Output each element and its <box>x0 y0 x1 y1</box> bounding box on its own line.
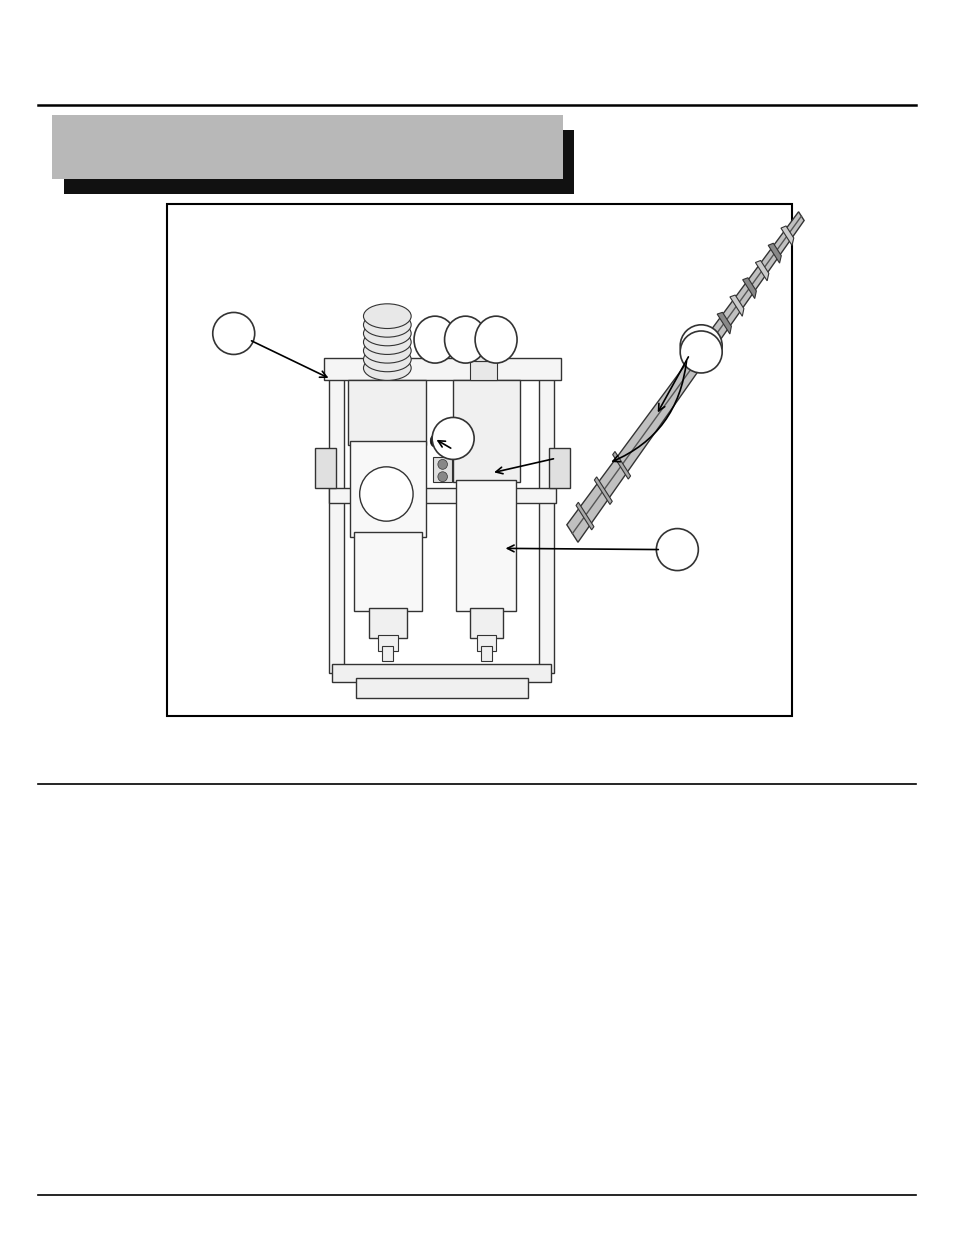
Bar <box>475 346 492 361</box>
Bar <box>470 361 497 380</box>
Bar <box>377 635 397 651</box>
Bar <box>314 448 335 488</box>
Polygon shape <box>612 452 630 479</box>
Bar <box>64 130 574 194</box>
Ellipse shape <box>656 529 698 571</box>
Polygon shape <box>755 261 768 280</box>
Bar <box>355 678 527 698</box>
Polygon shape <box>594 477 612 504</box>
Ellipse shape <box>363 321 411 346</box>
Bar <box>354 532 421 611</box>
Ellipse shape <box>363 338 411 363</box>
Ellipse shape <box>437 435 447 447</box>
Ellipse shape <box>430 435 439 447</box>
Bar <box>348 380 426 445</box>
Ellipse shape <box>363 312 411 337</box>
Polygon shape <box>729 295 743 316</box>
Ellipse shape <box>679 331 721 373</box>
Bar <box>52 115 562 179</box>
Bar <box>381 646 393 661</box>
Bar <box>332 664 551 682</box>
Polygon shape <box>691 347 706 369</box>
Polygon shape <box>576 503 594 530</box>
Ellipse shape <box>414 316 456 363</box>
Ellipse shape <box>432 417 474 459</box>
Bar <box>369 608 407 638</box>
Polygon shape <box>703 330 719 352</box>
Ellipse shape <box>363 356 411 380</box>
Bar <box>167 204 791 716</box>
Ellipse shape <box>475 316 517 363</box>
Bar <box>433 457 452 482</box>
Polygon shape <box>566 211 803 542</box>
Bar <box>329 364 344 673</box>
Bar <box>476 635 496 651</box>
Bar <box>329 488 556 503</box>
Polygon shape <box>717 312 731 333</box>
Ellipse shape <box>444 316 486 363</box>
Polygon shape <box>781 226 793 246</box>
Ellipse shape <box>437 472 447 482</box>
Bar <box>324 358 560 380</box>
Ellipse shape <box>363 347 411 372</box>
Ellipse shape <box>363 304 411 329</box>
Bar <box>350 441 426 537</box>
Ellipse shape <box>679 325 721 367</box>
Bar <box>538 364 554 673</box>
Polygon shape <box>741 278 756 299</box>
Polygon shape <box>767 243 781 263</box>
Ellipse shape <box>437 459 447 469</box>
Bar <box>470 608 502 638</box>
Bar <box>456 480 516 611</box>
Ellipse shape <box>213 312 254 354</box>
Bar <box>480 646 492 661</box>
Bar <box>453 380 519 482</box>
Ellipse shape <box>363 330 411 354</box>
Bar <box>548 448 569 488</box>
Ellipse shape <box>359 467 413 521</box>
